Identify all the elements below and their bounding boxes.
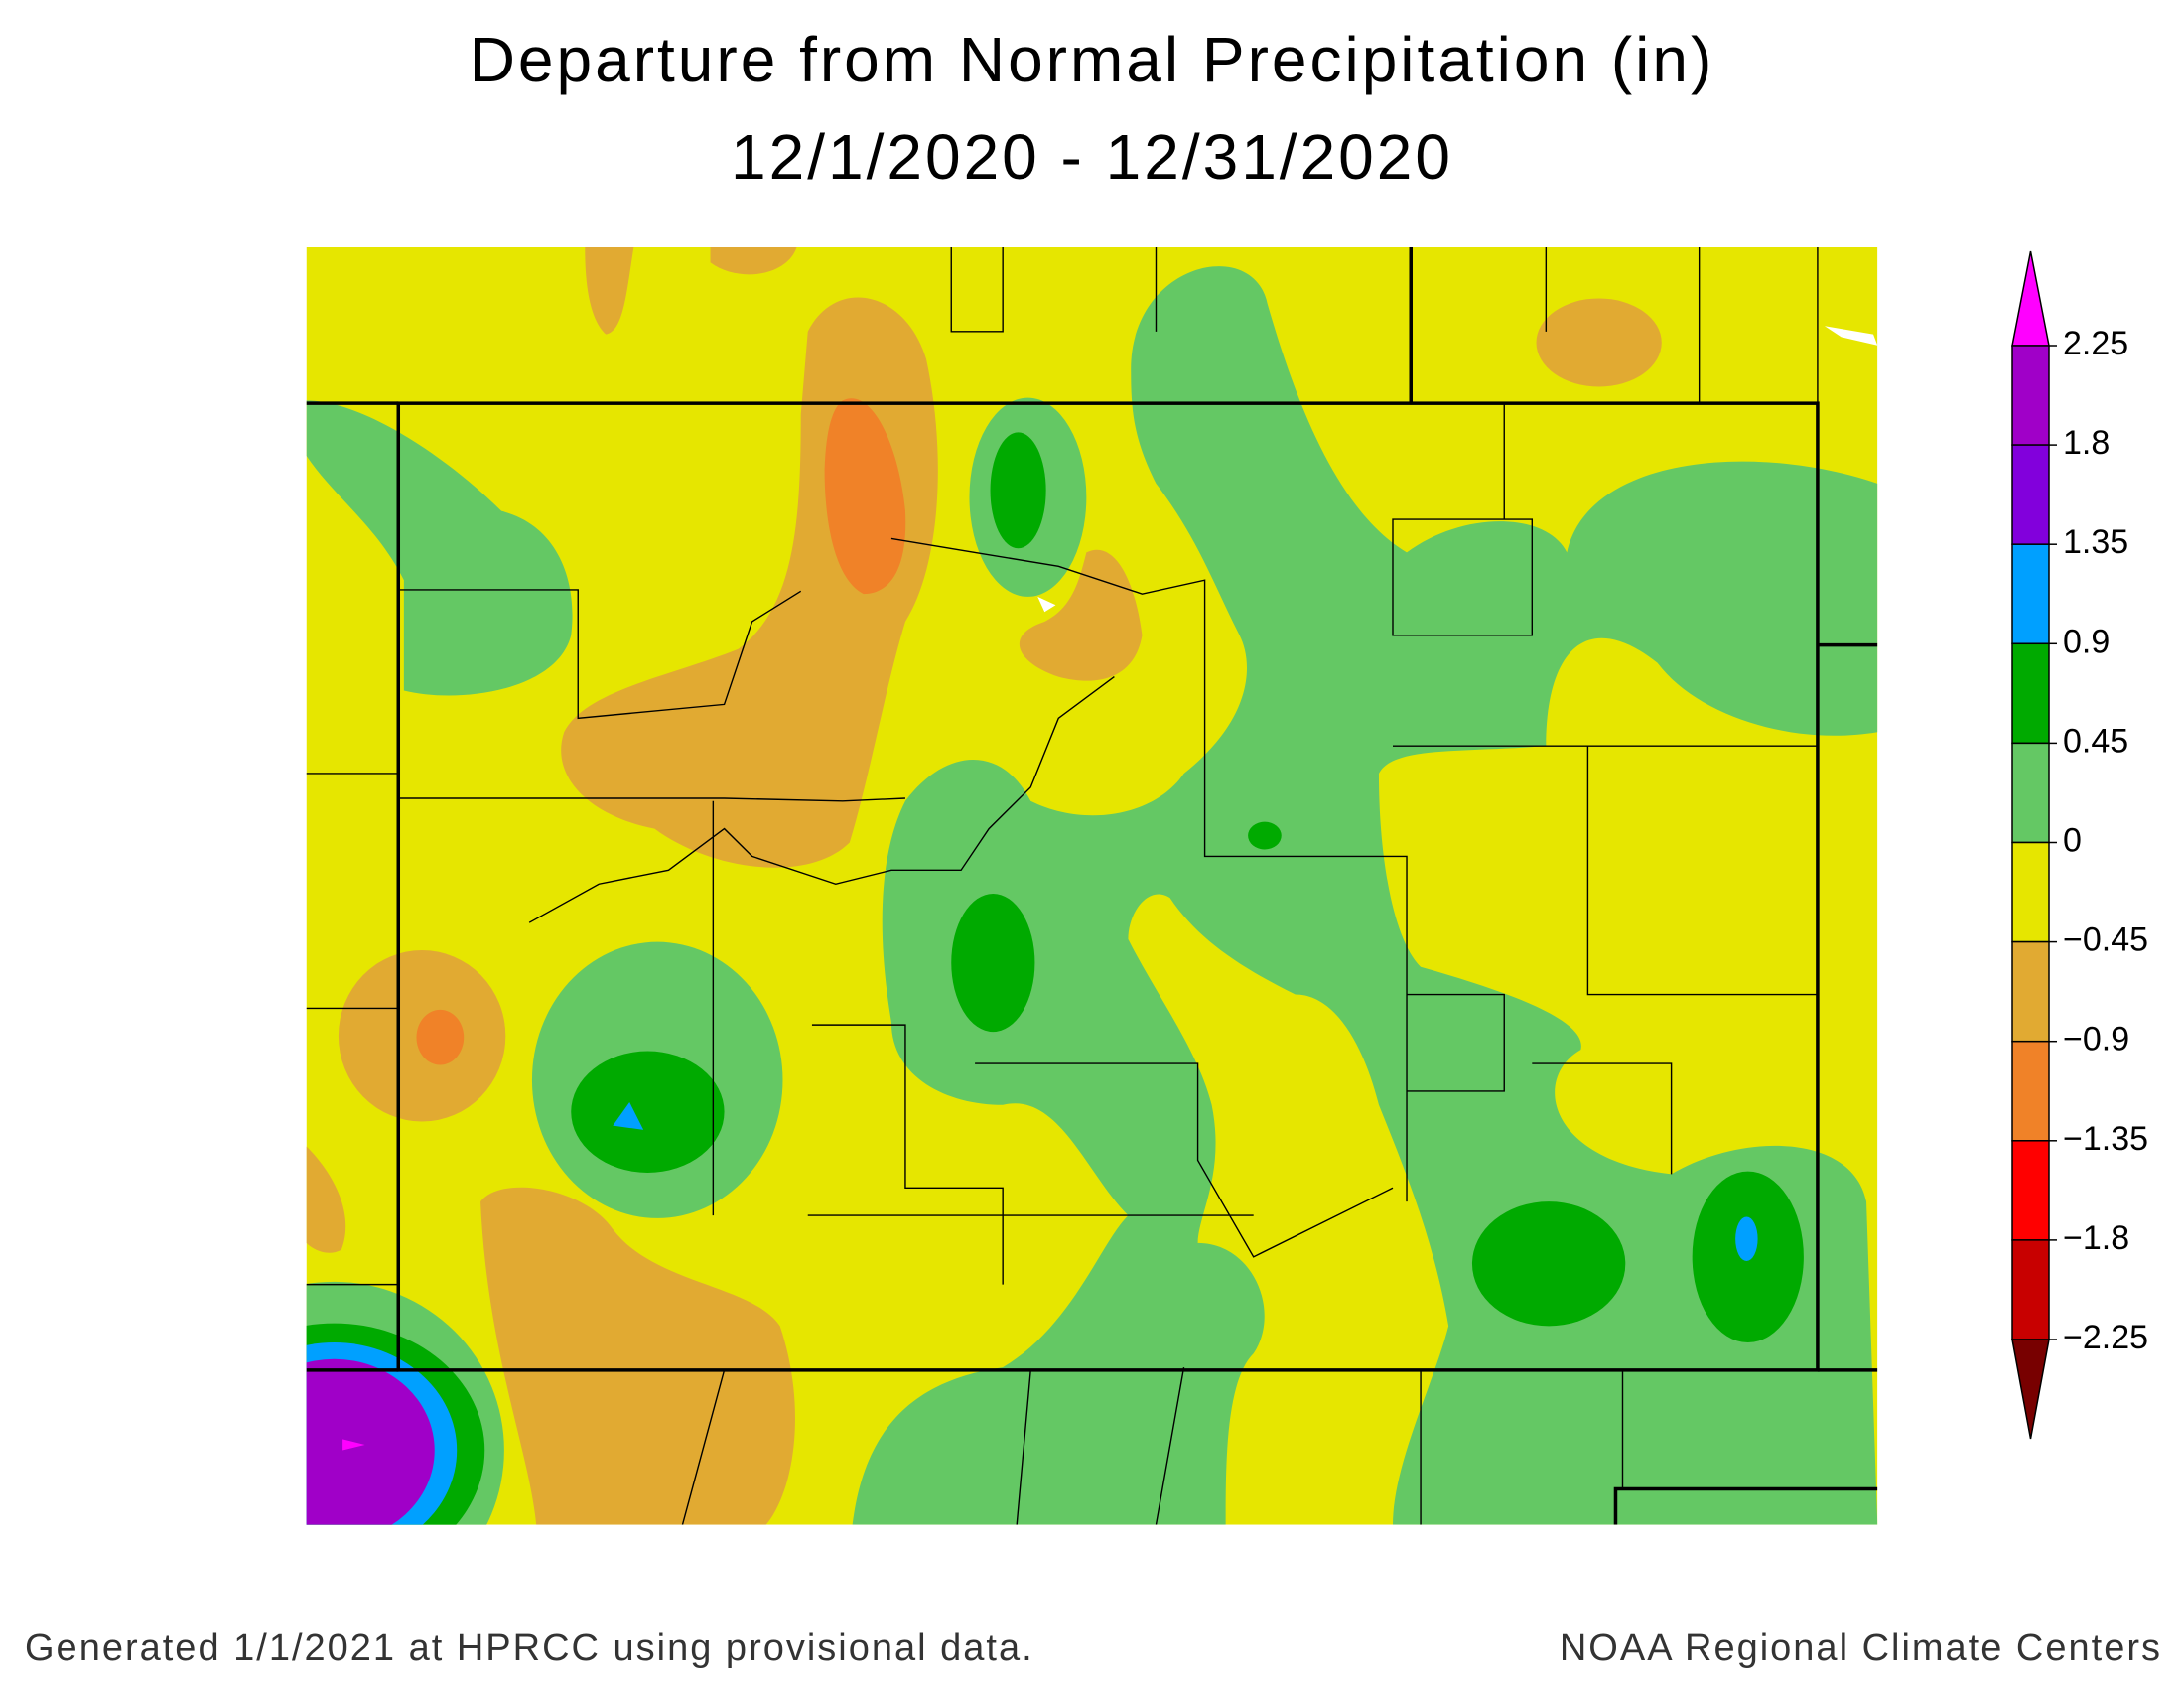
map-subtitle: 12/1/2020 - 12/31/2020	[731, 121, 1453, 193]
colorbar-label: −0.9	[2063, 1021, 2129, 1058]
colorbar-arrow	[2011, 250, 2050, 347]
colorbar-bin	[2011, 742, 2050, 844]
footer-left: Generated 1/1/2021 at HPRCC using provis…	[25, 1627, 1034, 1669]
colorbar-label: −0.45	[2063, 921, 2148, 959]
colorbar-label: 1.8	[2063, 424, 2110, 462]
colorbar-bin	[2011, 543, 2050, 645]
colorbar-bin	[2011, 1040, 2050, 1142]
colorbar-bin	[2011, 940, 2050, 1043]
colorbar-label: −1.35	[2063, 1120, 2148, 1158]
colorbar-bin	[2011, 642, 2050, 745]
colorbar-label: 1.35	[2063, 523, 2128, 561]
colorbar-bin	[2011, 345, 2050, 446]
colorbar-bin	[2011, 444, 2050, 545]
colorbar-label: 0.9	[2063, 623, 2110, 660]
footer-right: NOAA Regional Climate Centers	[1560, 1627, 2162, 1669]
colorbar: 2.25 1.8 1.35 0.9 0.45 0 −0.45 −0.9 −1.35 −1.8 −2.…	[2011, 250, 2148, 1440]
colorbar-label: −2.25	[2063, 1319, 2148, 1356]
colorbar-bin	[2011, 1239, 2050, 1340]
colorbar-label: 0.45	[2063, 722, 2128, 760]
colorbar-bin	[2011, 841, 2050, 943]
colorbar-label: −1.8	[2063, 1219, 2129, 1257]
colorbar-label: 0	[2063, 821, 2082, 859]
map-title: Departure from Normal Precipitation (in)	[470, 24, 1715, 95]
colorbar-label: 2.25	[2063, 325, 2128, 362]
colorbar-bin	[2011, 1140, 2050, 1241]
map	[306, 246, 1878, 1525]
colorbar-arrow	[2011, 1339, 2050, 1440]
